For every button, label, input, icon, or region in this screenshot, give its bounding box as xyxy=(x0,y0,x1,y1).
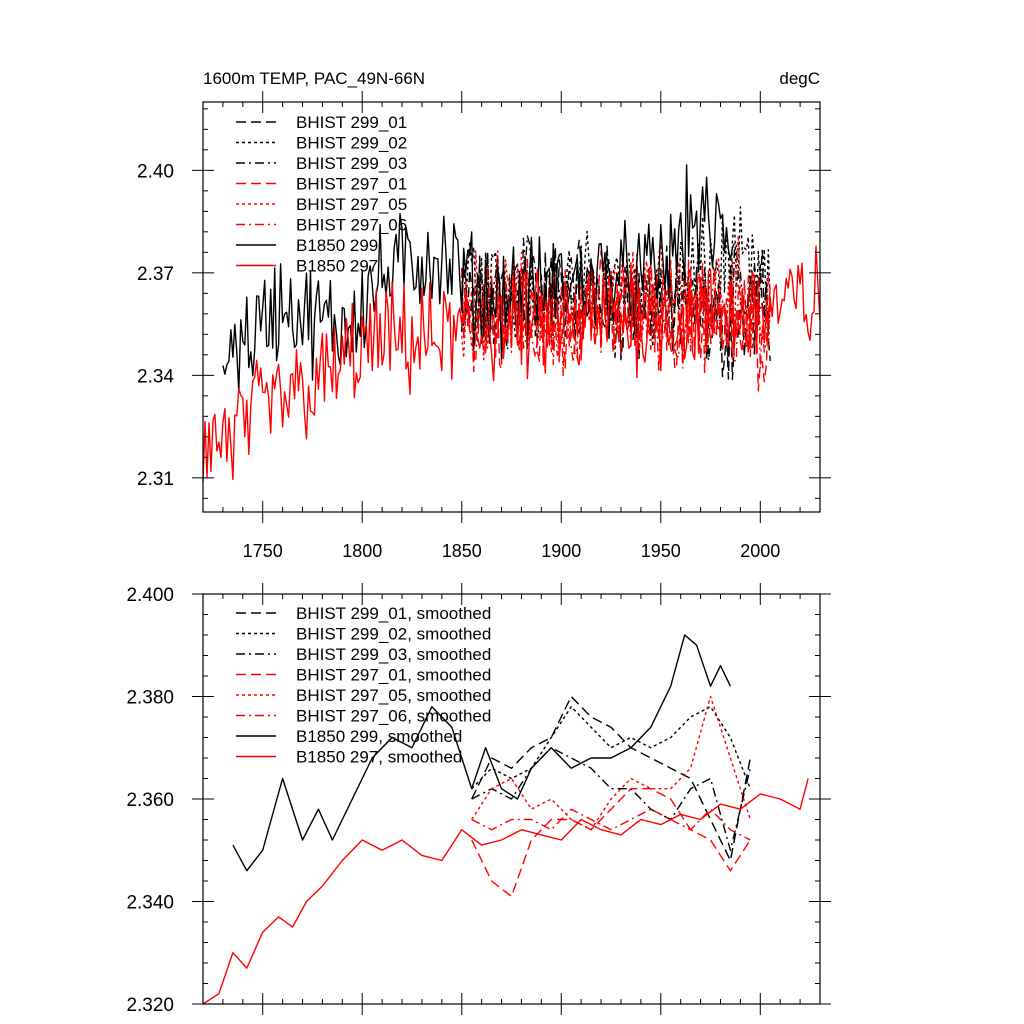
x-tick-label: 2000 xyxy=(740,541,780,561)
x-tick-label: 1850 xyxy=(442,541,482,561)
series-line-8 xyxy=(202,245,821,483)
legend-label: BHIST 297_06, smoothed xyxy=(296,707,491,726)
series-line-6 xyxy=(471,808,751,841)
y-tick-label: 2.320 xyxy=(126,995,174,1016)
y-tick-label: 2.340 xyxy=(126,893,174,914)
y-tick-label: 2.37 xyxy=(137,264,174,285)
legend-label: BHIST 299_03 xyxy=(296,154,407,173)
legend-label: B1850 299 xyxy=(296,236,378,255)
y-tick-label: 2.34 xyxy=(137,366,174,387)
x-tick-label: 1800 xyxy=(342,541,382,561)
plot-frame xyxy=(202,101,821,513)
legend-label: BHIST 299_02, smoothed xyxy=(296,625,491,644)
bottom-panel-legend: BHIST 299_01, smoothed BHIST 299_02, smoo… xyxy=(236,604,491,767)
legend-label: BHIST 299_03, smoothed xyxy=(296,645,491,664)
top-panel-title: 1600m TEMP, PAC_49N-66N xyxy=(203,69,425,88)
legend-label: BHIST 297_05 xyxy=(296,195,407,214)
series-line-3 xyxy=(471,747,751,851)
legend-label: BHIST 297_01 xyxy=(296,175,407,194)
x-tick-label: 1950 xyxy=(641,541,681,561)
top-panel-axes: 1750 1800 1850 1900 1950 2000 2.31 2.34 2.37 2.40 xyxy=(137,91,831,561)
legend-label: B1850 299, smoothed xyxy=(296,727,462,746)
y-tick-label: 2.360 xyxy=(126,790,174,811)
bottom-panel: 2.320 2.340 2.360 2.380 2.400 BHIST 299_01, … xyxy=(126,583,831,1016)
legend-label: BHIST 297_05, smoothed xyxy=(296,686,491,705)
top-panel-series-group xyxy=(202,164,821,483)
y-tick-label: 2.40 xyxy=(137,161,174,182)
legend-label: B1850 297, smoothed xyxy=(296,748,462,767)
series-line-1 xyxy=(471,695,751,862)
legend-label: BHIST 297_06 xyxy=(296,216,407,235)
series-line-2 xyxy=(461,206,771,350)
top-panel: 1600m TEMP, PAC_49N-66N degC 1750 1800 185… xyxy=(137,69,831,561)
legend-label: BHIST 299_01 xyxy=(296,113,407,132)
y-tick-label: 2.380 xyxy=(126,688,174,709)
y-tick-label: 2.31 xyxy=(137,469,174,490)
series-line-5 xyxy=(471,695,751,831)
x-tick-label: 1750 xyxy=(243,541,283,561)
series-line-8 xyxy=(202,778,809,1005)
bottom-panel-series-group xyxy=(202,634,809,1005)
series-line-7 xyxy=(222,164,736,393)
series-line-2 xyxy=(471,706,751,790)
bottom-panel-axes: 2.320 2.340 2.360 2.380 2.400 xyxy=(126,583,831,1016)
y-tick-label: 2.400 xyxy=(126,585,174,606)
series-line-4 xyxy=(471,788,751,898)
legend-label: BHIST 297_01, smoothed xyxy=(296,666,491,685)
series-line-7 xyxy=(232,634,732,872)
legend-label: BHIST 299_02 xyxy=(296,134,407,153)
top-panel-units: degC xyxy=(779,69,820,88)
legend-label: B1850 297 xyxy=(296,257,378,276)
x-tick-label: 1900 xyxy=(541,541,581,561)
legend-label: BHIST 299_01, smoothed xyxy=(296,604,491,623)
